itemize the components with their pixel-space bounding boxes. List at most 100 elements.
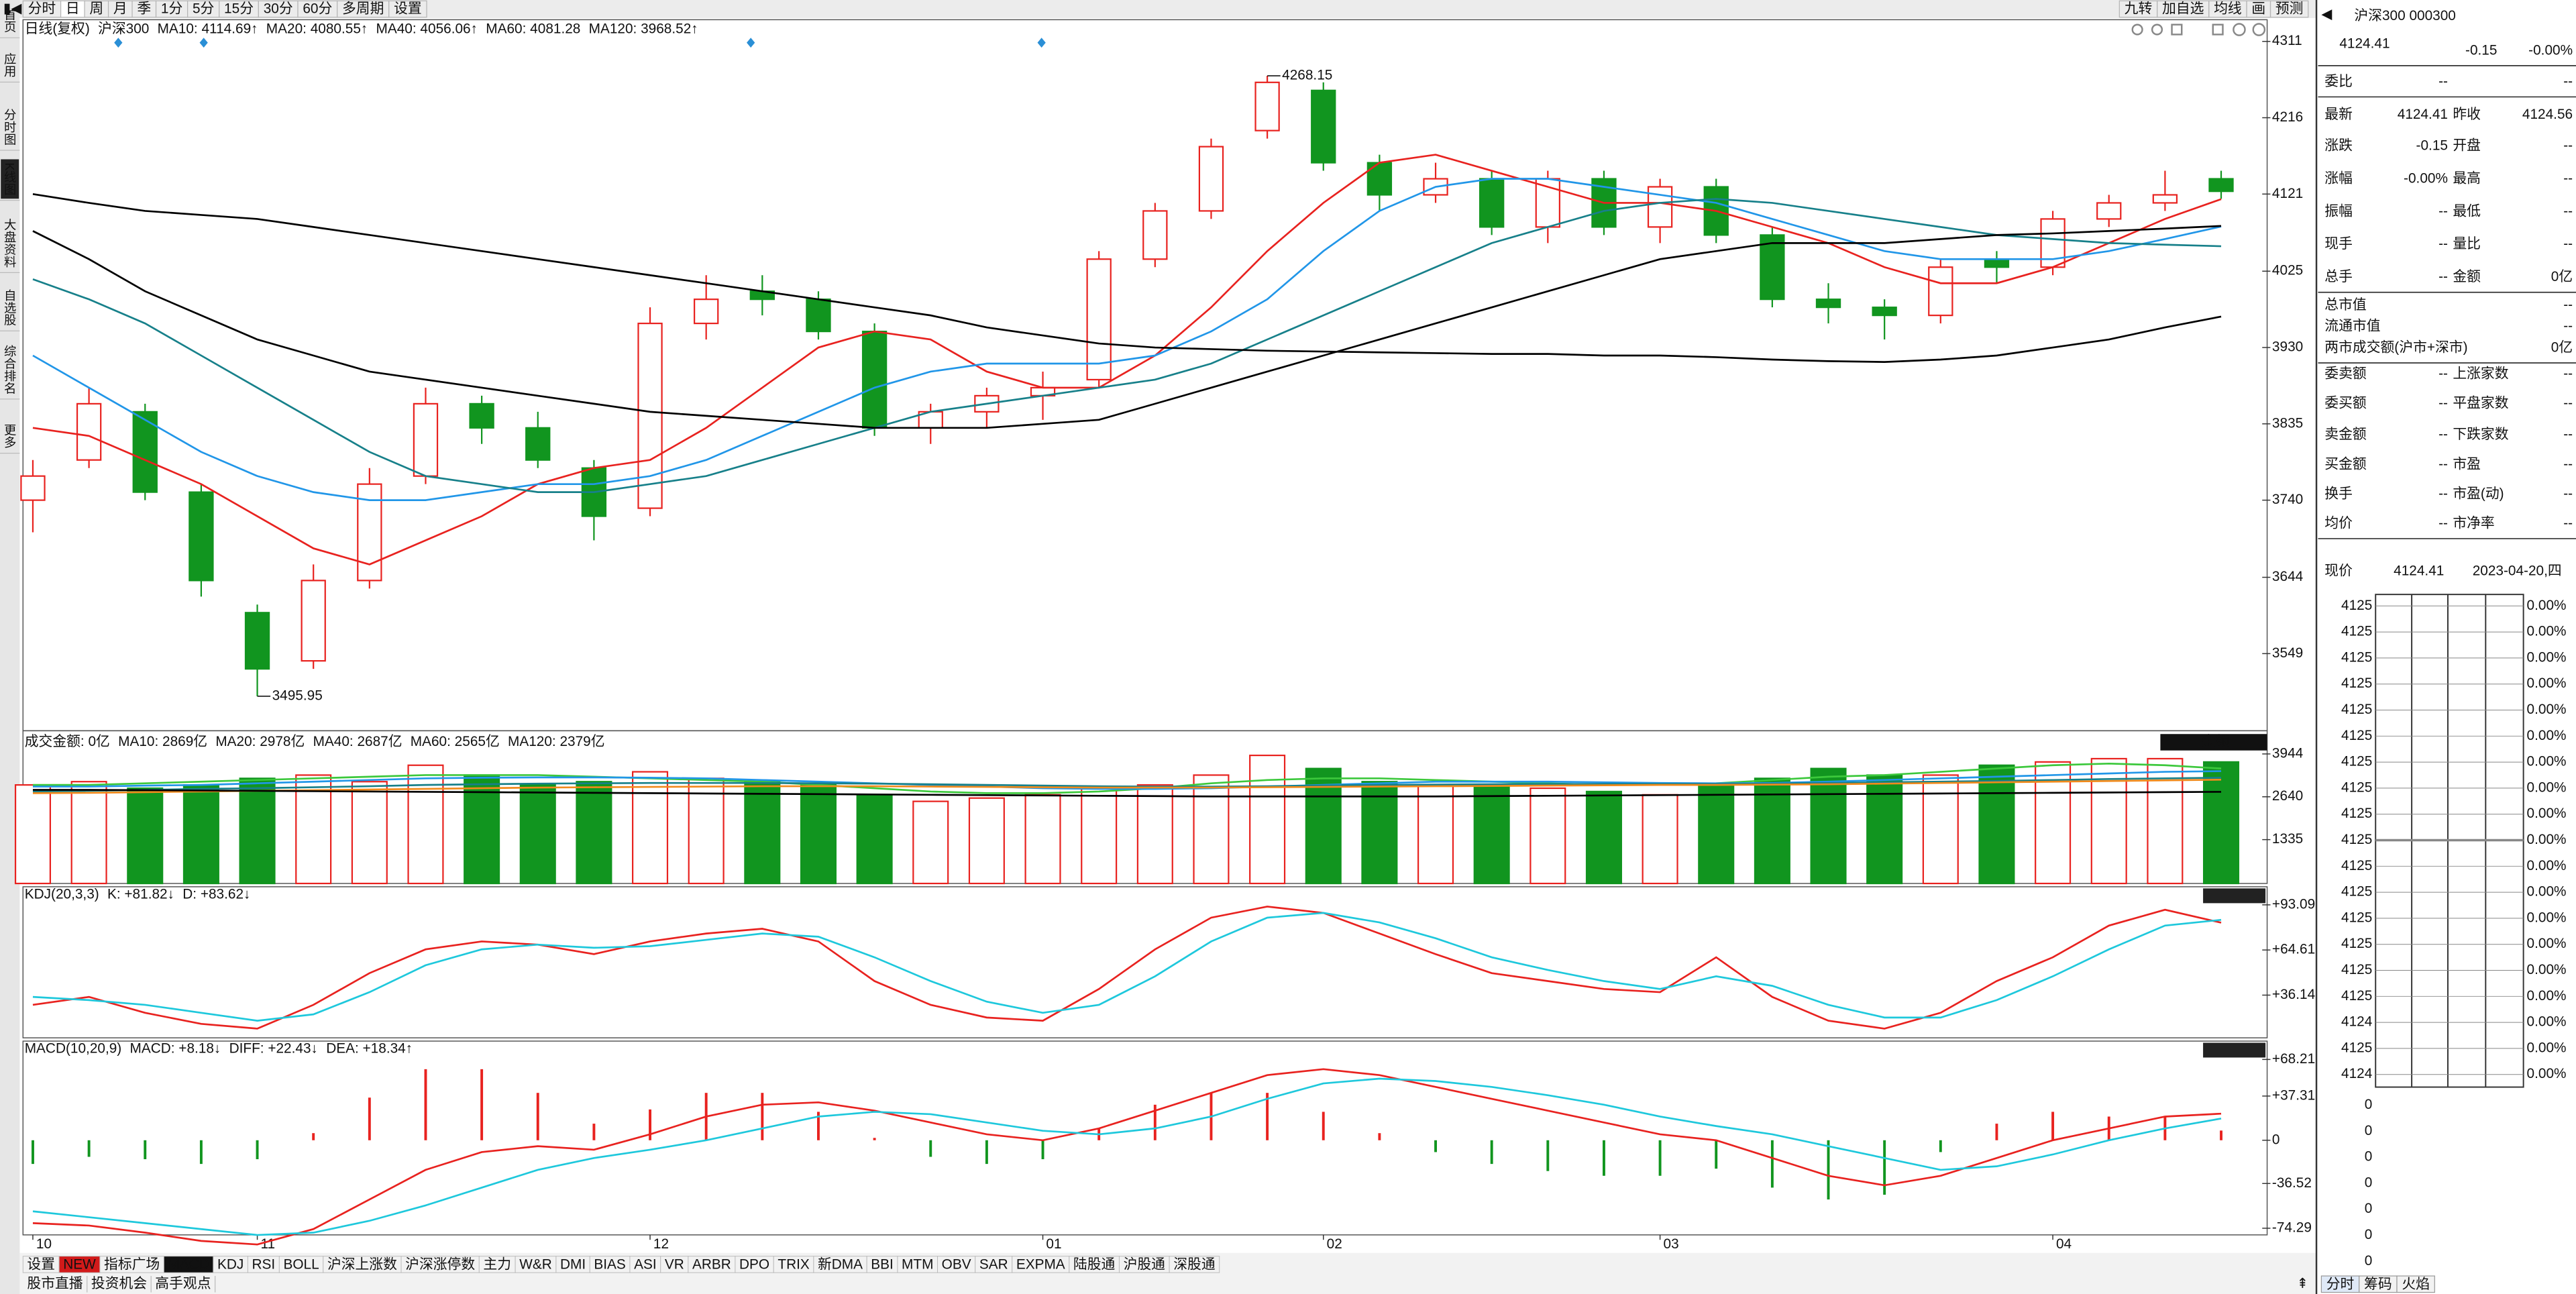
toolbar-tab[interactable]: 1分	[161, 1, 182, 17]
low-label: 3495.95	[272, 688, 323, 703]
toolbar-action[interactable]: 加自选	[2162, 1, 2204, 17]
panel-tab[interactable]: 筹码	[2364, 1277, 2392, 1292]
y-tick-label: -36.52	[2272, 1175, 2312, 1191]
bottom-tab[interactable]: 深股通	[1173, 1257, 1216, 1273]
bottom-tab[interactable]: DMI	[560, 1257, 586, 1273]
ladder-pct: 0.00%	[2527, 858, 2567, 873]
bottom-tab[interactable]: 新DMA	[818, 1257, 863, 1273]
ladder-pct: 0.00%	[2527, 806, 2567, 821]
toolbar-tab[interactable]: 多周期	[342, 1, 384, 17]
volume-bar	[1754, 777, 1790, 885]
candle-body	[469, 402, 494, 429]
toolbar-action[interactable]: 均线	[2214, 1, 2242, 17]
candle-body	[20, 475, 46, 501]
toolbar-tab[interactable]: 季	[137, 1, 151, 17]
sidebar-tab[interactable]: 应用	[3, 52, 17, 77]
series-line	[32, 789, 2222, 798]
bottom-link[interactable]: 股市直播	[27, 1276, 83, 1291]
ladder-price: 4125	[2341, 1040, 2372, 1055]
bottom-tab[interactable]: 陆股通	[1073, 1257, 1116, 1273]
sidebar-tab[interactable]: 大盘资料	[3, 219, 17, 268]
toolbar-tab[interactable]: 60分	[303, 1, 332, 17]
ladder-price: 4125	[2341, 910, 2372, 925]
volume-bar	[1642, 794, 1678, 885]
bottom-tab[interactable]: MACD	[168, 1257, 209, 1273]
bottom-tab-bg	[213, 1256, 248, 1273]
quote-label: 最低	[2453, 203, 2481, 219]
bottom-tab[interactable]: ASI	[634, 1257, 657, 1273]
volume-bar	[1810, 767, 1847, 885]
volume-bar	[1978, 764, 2015, 885]
quote-value: --	[2438, 515, 2448, 531]
bottom-tab[interactable]: 沪深涨停数	[405, 1257, 475, 1273]
candle-body	[76, 402, 102, 461]
toolbar-tab[interactable]: 日	[66, 1, 80, 17]
bottom-link[interactable]: 投资机会	[91, 1276, 147, 1291]
bottom-tab[interactable]: NEW	[63, 1257, 96, 1273]
candle-body	[525, 427, 551, 461]
bottom-tab[interactable]: BOLL	[283, 1257, 319, 1273]
toolbar-tab[interactable]: 30分	[264, 1, 293, 17]
sidebar-tab[interactable]: 综合排名	[3, 345, 17, 394]
bottom-tab[interactable]: 指标广场	[104, 1257, 160, 1273]
bottom-tab[interactable]: VR	[665, 1257, 684, 1273]
bottom-tab[interactable]: MTM	[902, 1257, 933, 1273]
sidebar-tab[interactable]: 首页	[3, 8, 17, 33]
toolbar-tab[interactable]: 周	[89, 1, 103, 17]
bottom-tab[interactable]: 设置	[27, 1257, 55, 1273]
panel-tab[interactable]: 分时	[2326, 1277, 2355, 1292]
toolbar-action[interactable]: 画	[2251, 1, 2265, 17]
bottom-tab[interactable]: 主力	[483, 1257, 511, 1273]
series-line	[32, 912, 2222, 1022]
quote-label: 振幅	[2324, 203, 2353, 219]
quote-value: --	[2563, 138, 2573, 153]
bottom-tab[interactable]: ARBR	[692, 1257, 731, 1273]
volume-bar	[1024, 794, 1061, 885]
panel-tab[interactable]: 火焰	[2402, 1277, 2430, 1292]
bottom-tab[interactable]: W&R	[519, 1257, 552, 1273]
bottom-tab[interactable]: RSI	[252, 1257, 276, 1273]
toolbar-action[interactable]: 九转	[2125, 1, 2153, 17]
sidebar-tab[interactable]: K线图	[3, 162, 17, 195]
sidebar-tab[interactable]: 自选股	[3, 289, 17, 326]
toolbar-tab[interactable]: 5分	[193, 1, 214, 17]
bottom-tab[interactable]: EXPMA	[1016, 1257, 1065, 1273]
zoom-out[interactable]	[2252, 23, 2266, 36]
zoom-in[interactable]	[2233, 23, 2246, 36]
bottom-tab[interactable]: SAR	[979, 1257, 1008, 1273]
bottom-tab[interactable]: KDJ	[217, 1257, 244, 1273]
bottom-tab[interactable]: OBV	[942, 1257, 971, 1273]
quote-value: --	[2438, 396, 2448, 411]
volume-bar	[856, 794, 893, 885]
bottom-tab[interactable]: BBI	[871, 1257, 894, 1273]
macd-bar	[1153, 1104, 1157, 1140]
quote-label: 总市值	[2324, 297, 2366, 313]
bottom-tab-bg	[400, 1256, 480, 1273]
toolbar-tab[interactable]: 设置	[394, 1, 422, 17]
now-date: 2023-04-20,四	[2473, 563, 2562, 578]
legend-item: MA20: 4080.55↑	[266, 21, 368, 37]
bottom-link[interactable]: 高手观点	[155, 1276, 211, 1291]
ladder-price: 4125	[2341, 806, 2372, 821]
mode-label[interactable]: 金额	[2202, 734, 2230, 749]
ladder-price: 4125	[2341, 962, 2372, 977]
toolbar-tab-bg	[155, 0, 189, 18]
sidebar-tab[interactable]: 分时图	[3, 109, 17, 146]
toolbar-tab-bg	[60, 0, 85, 18]
quote-label: 市盈(动)	[2453, 486, 2504, 501]
y-tick-label: +64.61	[2272, 942, 2315, 957]
toolbar-tab[interactable]: 月	[113, 1, 127, 17]
toolbar-action[interactable]: 预测	[2275, 1, 2304, 17]
y-tick-label: 1335	[2272, 831, 2303, 847]
quote-toggle[interactable]: ◀	[2321, 7, 2332, 22]
bottom-tab[interactable]: 沪股通	[1124, 1257, 1166, 1273]
bottom-tab[interactable]: 沪深上涨数	[327, 1257, 397, 1273]
sidebar-tab[interactable]: 更多	[3, 424, 17, 449]
bottom-tab[interactable]: TRIX	[777, 1257, 810, 1273]
toolbar-tab[interactable]: 15分	[224, 1, 254, 17]
bottom-tab[interactable]: DPO	[739, 1257, 769, 1273]
toolbar-tab[interactable]: 分时	[28, 1, 56, 17]
quote-value: --	[2563, 74, 2573, 89]
ladder-lower: 0	[2365, 1149, 2373, 1165]
bottom-tab[interactable]: BIAS	[594, 1257, 625, 1273]
